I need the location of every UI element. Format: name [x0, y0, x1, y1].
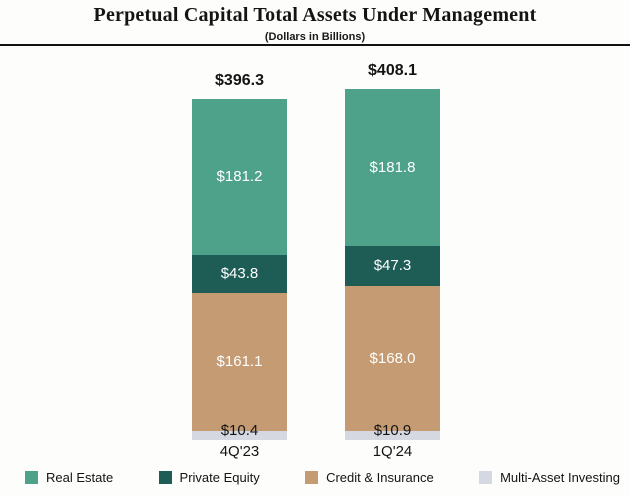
bar-total-label: $408.1	[368, 62, 417, 79]
segment-private-equity: $47.3	[345, 245, 440, 287]
segment-value-label: $168.0	[369, 349, 416, 367]
stacked-bar-1q-24: $10.9 $168.0 $47.3 $181.8	[345, 89, 440, 440]
legend-label: Real Estate	[46, 470, 114, 485]
legend-item-real-estate: Real Estate	[25, 470, 113, 485]
bar-total-label: $396.3	[215, 72, 264, 89]
legend-swatch-icon	[158, 471, 172, 484]
segment-value-label: $181.2	[216, 168, 263, 186]
segment-value-label: $10.4	[220, 422, 259, 439]
stacked-bar-4q-23: $10.4 $161.1 $43.8 $181.2	[192, 99, 287, 440]
segment-credit-insurance: $161.1	[192, 292, 287, 432]
legend-item-credit-insurance: Credit & Insurance	[305, 470, 434, 485]
legend-item-private-equity: Private Equity	[158, 470, 260, 485]
legend-swatch-icon	[479, 471, 493, 484]
legend-swatch-icon	[305, 471, 319, 484]
segment-credit-insurance: $168.0	[345, 286, 440, 431]
segment-value-label: $47.3	[373, 257, 412, 275]
segment-real-estate: $181.2	[192, 99, 287, 255]
chart-legend: Real Estate Private Equity Credit & Insura…	[25, 470, 620, 485]
chart-subtitle: (Dollars in Billions)	[264, 31, 366, 43]
category-label-4q-23: 4Q'23	[219, 443, 260, 460]
segment-private-equity: $43.8	[192, 254, 287, 293]
segment-real-estate: $181.8	[345, 89, 440, 246]
category-label-1q-24: 1Q'24	[372, 443, 413, 460]
legend-label: Multi-Asset Investing	[500, 470, 620, 485]
legend-item-multi-asset-investing: Multi-Asset Investing	[479, 470, 620, 485]
segment-value-label: $10.9	[373, 422, 412, 439]
segment-value-label: $181.8	[369, 158, 416, 176]
chart-title: Perpetual Capital Total Assets Under Man…	[93, 4, 537, 26]
legend-label: Credit & Insurance	[326, 470, 434, 485]
segment-value-label: $161.1	[216, 353, 263, 371]
legend-swatch-icon	[25, 471, 38, 484]
segment-value-label: $43.8	[220, 265, 259, 283]
legend-label: Private Equity	[179, 470, 260, 485]
segment-multi-asset-investing	[345, 430, 440, 440]
segment-multi-asset-investing	[192, 431, 287, 440]
header-divider	[0, 44, 630, 46]
